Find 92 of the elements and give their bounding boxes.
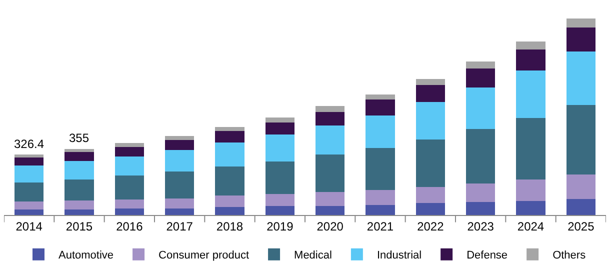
bar xyxy=(416,203,445,215)
bar xyxy=(416,102,445,140)
annotation: 355 xyxy=(69,131,90,145)
bar xyxy=(165,198,194,209)
x-tick-label: 2024 xyxy=(517,219,544,234)
bar xyxy=(466,61,496,68)
bar xyxy=(366,99,395,116)
bar xyxy=(265,162,294,194)
bar xyxy=(466,88,496,130)
bar xyxy=(416,78,445,86)
legend-label: Defense xyxy=(466,250,508,262)
bar xyxy=(316,125,345,154)
bar xyxy=(516,200,546,215)
bar xyxy=(566,27,596,52)
legend-label: Medical xyxy=(294,250,332,262)
x-tick-label: 2021 xyxy=(366,219,394,234)
bar xyxy=(14,165,44,183)
bar xyxy=(64,179,94,201)
bar xyxy=(265,117,294,122)
bar xyxy=(366,204,395,215)
bar xyxy=(114,156,144,176)
bar xyxy=(165,171,194,199)
bar xyxy=(316,112,345,126)
bar xyxy=(165,136,194,140)
bar xyxy=(366,190,395,205)
bar xyxy=(215,142,244,167)
bar xyxy=(416,139,445,187)
bar xyxy=(114,143,144,147)
x-tick-label: 2019 xyxy=(266,219,294,234)
bar xyxy=(516,41,546,50)
x-tick-label: 2016 xyxy=(116,219,144,234)
bar xyxy=(566,174,596,199)
bar xyxy=(466,184,496,202)
bar xyxy=(466,129,496,184)
bar xyxy=(165,150,194,172)
bar xyxy=(14,157,44,166)
bar xyxy=(265,206,294,215)
bar xyxy=(566,52,596,106)
bar xyxy=(114,208,144,215)
bar xyxy=(416,186,445,203)
bar xyxy=(416,85,445,102)
legend-label: Automotive xyxy=(58,250,114,262)
bar xyxy=(114,146,144,156)
bar xyxy=(316,106,345,112)
bar xyxy=(466,202,496,215)
bar xyxy=(316,192,345,206)
bar xyxy=(566,198,596,215)
bar xyxy=(516,118,546,180)
bar xyxy=(64,161,94,180)
bar xyxy=(265,134,294,162)
bar xyxy=(64,200,94,210)
bar xyxy=(316,154,345,192)
bar xyxy=(114,175,144,200)
legend-label: Industrial xyxy=(376,250,422,262)
bar xyxy=(516,70,546,118)
bar xyxy=(215,196,244,207)
x-tick-label: 2023 xyxy=(467,219,494,234)
x-tick-label: 2022 xyxy=(417,219,444,234)
bar xyxy=(14,202,44,210)
x-tick-label: 2025 xyxy=(568,219,595,234)
bar xyxy=(14,210,44,215)
bar xyxy=(165,208,194,215)
bar xyxy=(114,200,144,209)
bar xyxy=(366,116,395,148)
x-tick-label: 2015 xyxy=(66,219,93,234)
bar xyxy=(316,206,345,215)
legend-label: Consumer product xyxy=(158,250,250,262)
bar xyxy=(14,154,44,158)
x-tick-label: 2018 xyxy=(216,219,244,234)
bar xyxy=(215,127,244,132)
bar xyxy=(516,180,546,201)
bar xyxy=(14,182,44,202)
bar xyxy=(215,166,244,196)
x-tick-label: 2017 xyxy=(166,219,194,234)
bar xyxy=(516,49,546,71)
bar xyxy=(265,122,294,134)
bar xyxy=(215,206,244,215)
bar xyxy=(215,131,244,142)
bar xyxy=(366,94,395,100)
bar xyxy=(566,105,596,175)
annotation: 326.4 xyxy=(14,137,44,151)
bar xyxy=(64,149,94,152)
bar xyxy=(265,194,294,206)
x-tick-label: 2020 xyxy=(316,219,344,234)
bar xyxy=(566,18,596,28)
bar xyxy=(165,140,194,150)
bar xyxy=(466,68,496,88)
bar xyxy=(64,152,94,162)
bar xyxy=(366,148,395,190)
legend-label: Others xyxy=(552,250,586,262)
bar xyxy=(64,210,94,215)
x-tick-label: 2014 xyxy=(16,219,43,234)
